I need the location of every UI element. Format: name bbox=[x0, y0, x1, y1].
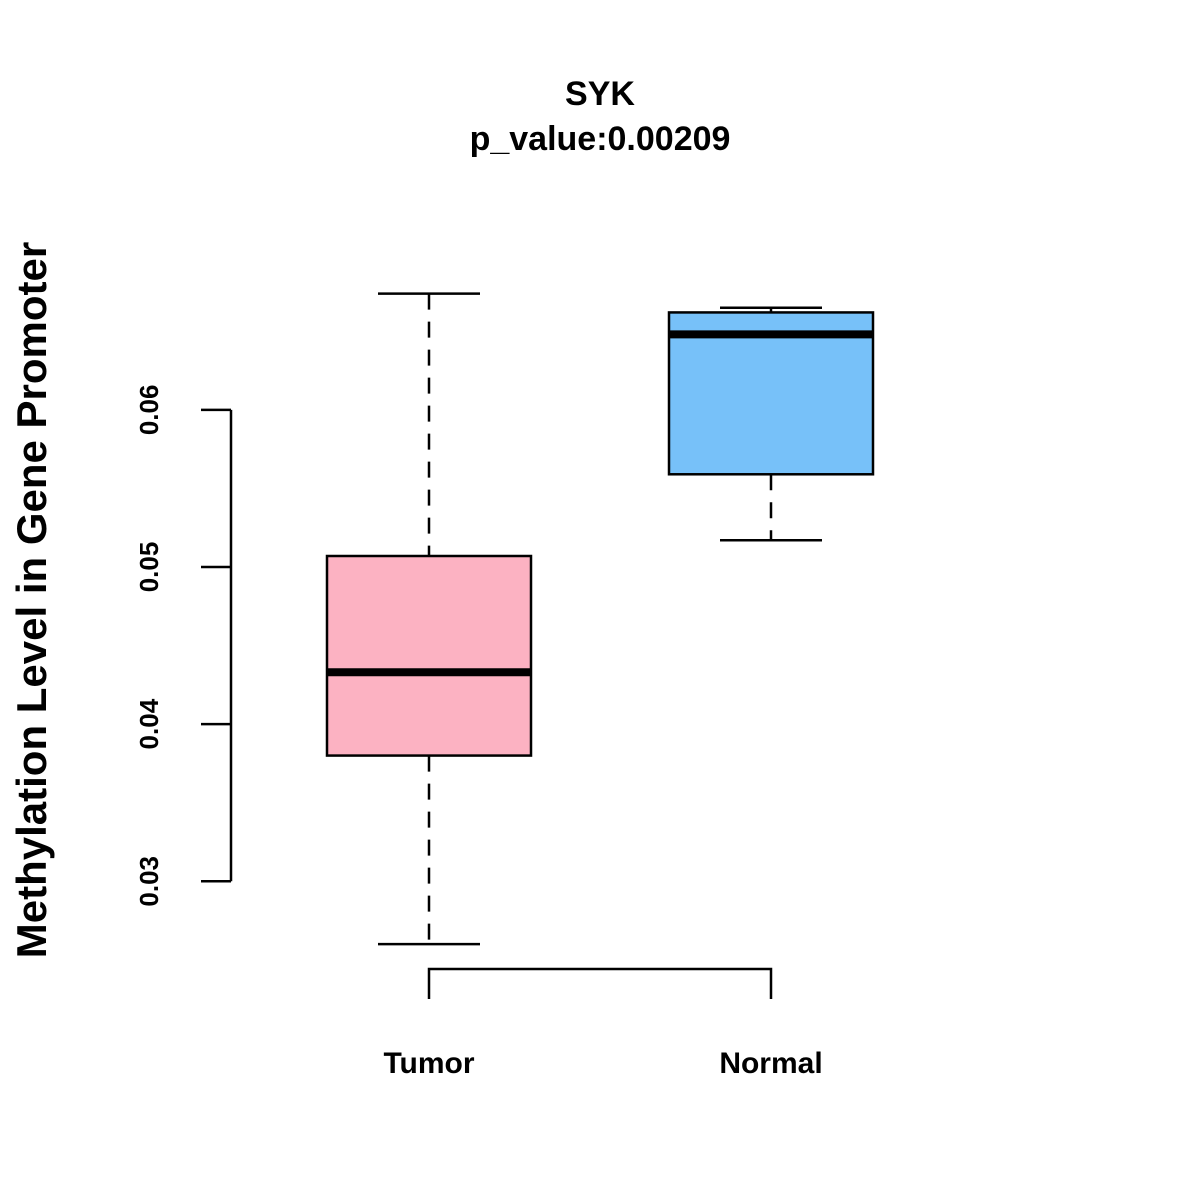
x-category-label: Normal bbox=[719, 1047, 822, 1080]
chart-title-text: SYK bbox=[565, 75, 635, 113]
chart-title: SYK p_value:0.00209 bbox=[470, 75, 731, 158]
chart-subtitle-text: p_value:0.00209 bbox=[470, 120, 731, 158]
y-tick-label: 0.04 bbox=[134, 698, 164, 749]
box-iqr bbox=[325, 554, 533, 757]
x-axis-labels: Tumor Normal bbox=[383, 1047, 822, 1080]
y-axis: 0.03 0.04 0.05 0.06 bbox=[134, 385, 233, 907]
y-axis-label: Methylation Level in Gene Promoter bbox=[8, 242, 55, 958]
box-normal bbox=[667, 306, 875, 542]
bracket-line bbox=[427, 967, 773, 999]
y-tick-label: 0.05 bbox=[134, 542, 164, 593]
significance-bracket bbox=[427, 967, 773, 999]
y-tick-label: 0.03 bbox=[134, 856, 164, 907]
box-iqr bbox=[667, 311, 875, 476]
x-category-label: Tumor bbox=[383, 1047, 474, 1080]
box-tumor bbox=[325, 292, 533, 946]
boxes bbox=[325, 292, 875, 946]
y-tick-label: 0.06 bbox=[134, 385, 164, 436]
